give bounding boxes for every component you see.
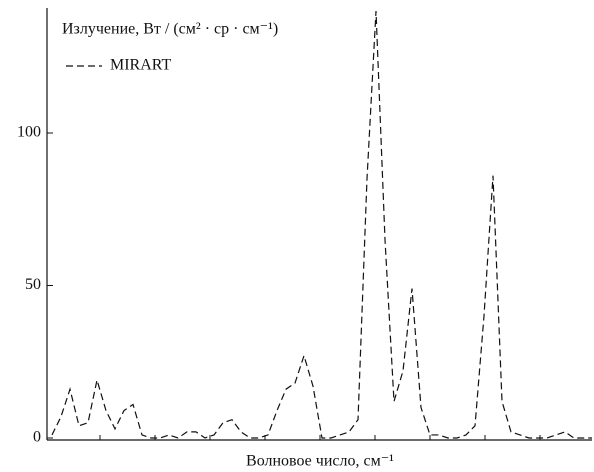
legend-label: MIRART (110, 57, 171, 74)
x-axis-label: Волновое число, см⁻¹ (246, 453, 394, 470)
y-tick-label: 100 (17, 124, 41, 141)
x-minor-ticks (99, 435, 541, 440)
y-tick-label: 0 (33, 429, 41, 446)
data-line (51, 10, 592, 439)
chart-title: Излучение, Вт / (см² · ср · см⁻¹) (62, 21, 278, 38)
y-tick-label: 50 (25, 276, 41, 293)
